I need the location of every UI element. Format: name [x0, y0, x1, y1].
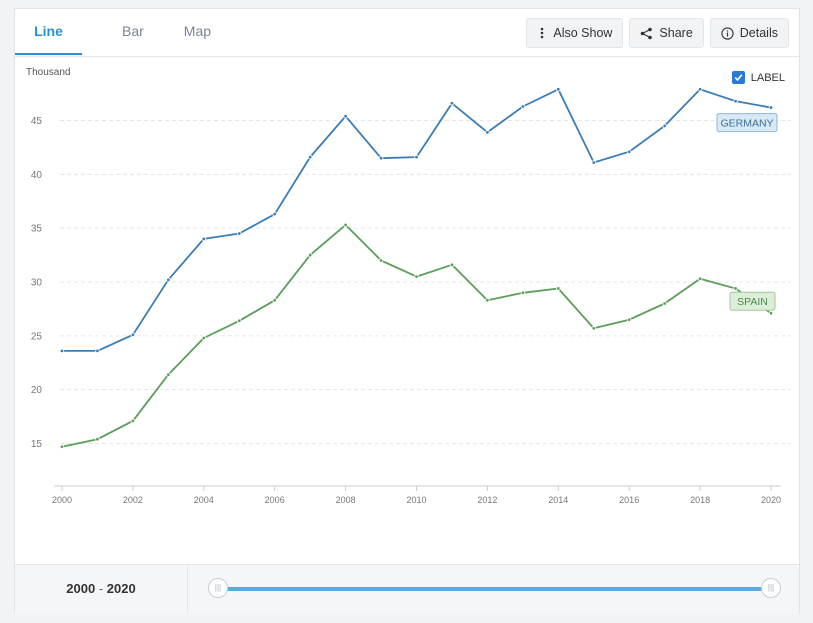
data-point [378, 258, 384, 263]
range-start: 2000 [66, 581, 96, 596]
data-point [59, 348, 65, 354]
chart-actions: Also Show Share Details [526, 18, 789, 48]
range-slider-start-handle[interactable]: ||| [208, 578, 228, 598]
data-point [130, 418, 136, 424]
line-chart: 15 20 25 30 35 40 45 2000 2002 2004 2006 2008 2010 20… [31, 87, 791, 505]
data-point [166, 372, 171, 377]
data-point [414, 274, 419, 279]
series-label-box [716, 113, 778, 133]
data-point [272, 211, 277, 217]
data-point [449, 101, 455, 106]
series-label-spain: SPAIN [737, 296, 768, 308]
data-point [733, 286, 738, 291]
data-point [520, 290, 526, 295]
data-point [627, 317, 632, 322]
y-axis-unit: Thousand [26, 67, 71, 78]
x-tick-label: 2008 [336, 495, 356, 505]
data-point [662, 301, 667, 306]
data-point [307, 252, 313, 258]
tabs-divider [15, 56, 799, 57]
tab-line[interactable]: Line [15, 9, 82, 55]
view-tabs: Line Bar Map [15, 9, 231, 57]
checkbox-checked-icon[interactable] [731, 71, 745, 84]
data-point [130, 332, 136, 337]
y-tick-label: 35 [31, 224, 43, 235]
range-separator: - [98, 581, 104, 596]
details-button[interactable]: Details [709, 18, 789, 48]
data-point [627, 149, 632, 154]
data-point [272, 298, 277, 303]
also-show-button[interactable]: Also Show [526, 18, 624, 48]
y-tick-label: 15 [31, 439, 43, 450]
y-tick-label: 45 [31, 116, 43, 127]
y-tick-label: 30 [31, 278, 43, 289]
data-point [95, 348, 100, 354]
series-label-germany: GERMANY [720, 118, 773, 130]
data-point [237, 318, 242, 323]
range-slider-end-handle[interactable]: ||| [761, 578, 781, 598]
data-point [378, 155, 384, 161]
x-tick-label: 2016 [619, 495, 639, 505]
series-line-germany [62, 88, 772, 352]
data-point [237, 231, 242, 236]
tab-map[interactable]: Map [183, 23, 212, 39]
share-label: Share [659, 26, 693, 40]
x-tick-label: 2014 [548, 495, 568, 505]
x-tick-label: 2010 [406, 495, 426, 505]
info-icon [721, 26, 734, 40]
data-point [556, 87, 561, 92]
data-point [697, 276, 703, 281]
x-tick-label: 2012 [477, 495, 497, 505]
chart-card: Line Bar Map Also Show Share Details Tho… [14, 8, 800, 613]
label-toggle-text: LABEL [750, 71, 785, 84]
range-end: 2020 [106, 581, 136, 596]
time-range-bar: 2000 - 2020 ||| ||| [15, 564, 799, 613]
data-point [95, 436, 100, 442]
range-slider-track[interactable] [220, 587, 770, 591]
data-point [59, 444, 65, 449]
x-tick-label: 2004 [194, 495, 214, 505]
data-point [556, 286, 561, 291]
data-point [166, 277, 171, 283]
data-point [520, 104, 526, 109]
data-point [307, 154, 313, 160]
data-point [697, 87, 703, 92]
series-label-box [729, 291, 776, 311]
x-tick-label: 2018 [690, 495, 710, 505]
data-point [733, 98, 738, 104]
data-point [768, 105, 774, 110]
y-tick-label: 40 [31, 170, 43, 181]
also-show-label: Also Show [553, 26, 613, 40]
data-point [768, 311, 774, 316]
data-point [485, 130, 490, 135]
data-point [591, 160, 596, 165]
label-toggle[interactable]: LABEL [731, 71, 785, 84]
x-tick-label: 2006 [265, 495, 285, 505]
x-tick-label: 2020 [761, 495, 781, 505]
y-tick-label: 25 [31, 331, 43, 342]
share-icon [640, 27, 653, 40]
data-point [414, 154, 419, 160]
data-point [201, 335, 206, 341]
data-point [343, 222, 348, 228]
tab-bar[interactable]: Bar [122, 23, 144, 39]
range-readout: 2000 - 2020 [15, 565, 188, 613]
details-label: Details [739, 26, 778, 40]
share-button[interactable]: Share [629, 18, 704, 48]
data-point [485, 298, 490, 303]
data-point [662, 123, 667, 129]
more-vertical-icon [537, 26, 547, 40]
y-tick-label: 20 [31, 385, 43, 396]
x-tick-label: 2002 [123, 495, 143, 505]
data-point [201, 236, 206, 242]
x-tick-label: 2000 [52, 495, 72, 505]
data-point [591, 326, 596, 331]
data-point [449, 262, 455, 267]
data-point [343, 113, 348, 119]
